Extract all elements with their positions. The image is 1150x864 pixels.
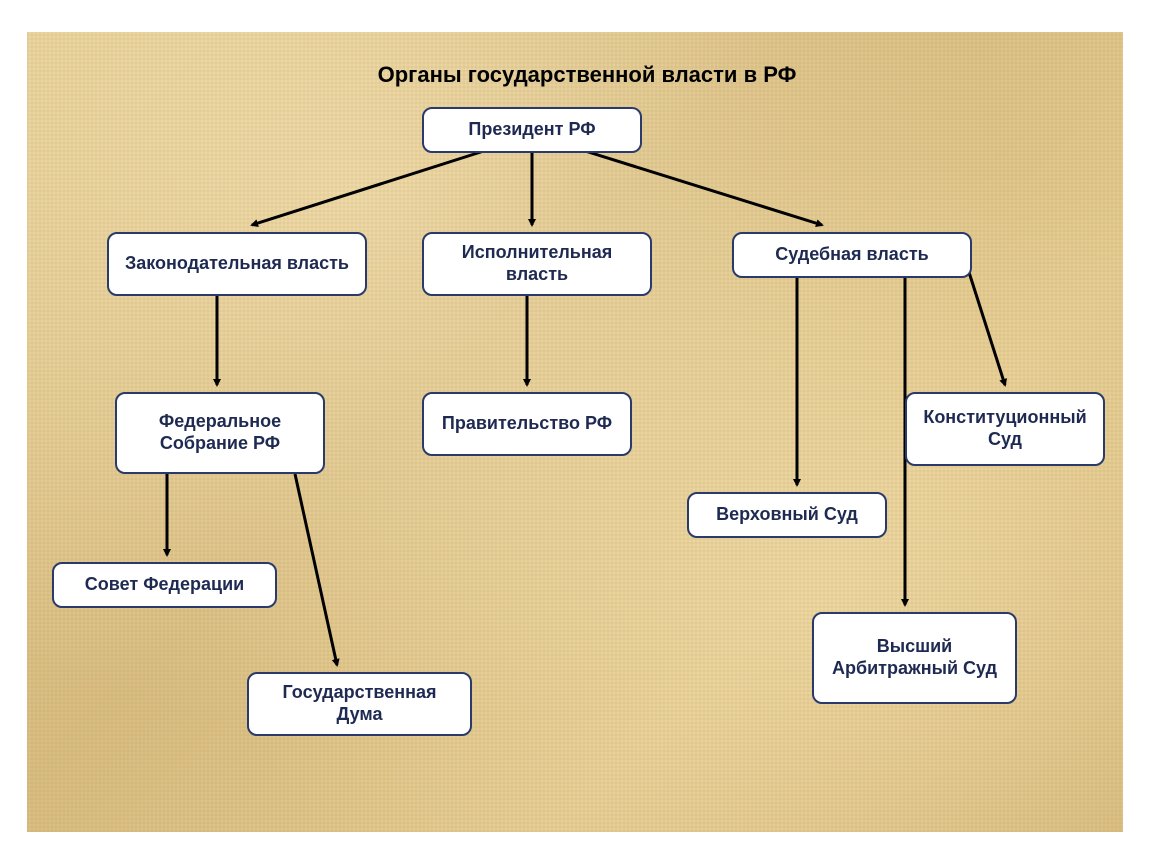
node-president: Президент РФ	[422, 107, 642, 153]
node-government: Правительство РФ	[422, 392, 632, 456]
diagram-title: Органы государственной власти в РФ	[327, 62, 847, 88]
node-fed_assembly: Федеральное Собрание РФ	[115, 392, 325, 474]
node-const_court: Конституционный Суд	[905, 392, 1105, 466]
node-fed_council: Совет Федерации	[52, 562, 277, 608]
node-supreme: Верховный Суд	[687, 492, 887, 538]
node-arbitration: Высший Арбитражный Суд	[812, 612, 1017, 704]
node-legislative: Законодательная власть	[107, 232, 367, 296]
diagram-canvas: Органы государственной власти в РФ Прези…	[27, 32, 1123, 832]
node-judicial: Судебная власть	[732, 232, 972, 278]
node-duma: Государственная Дума	[247, 672, 472, 736]
node-executive: Исполнительная власть	[422, 232, 652, 296]
